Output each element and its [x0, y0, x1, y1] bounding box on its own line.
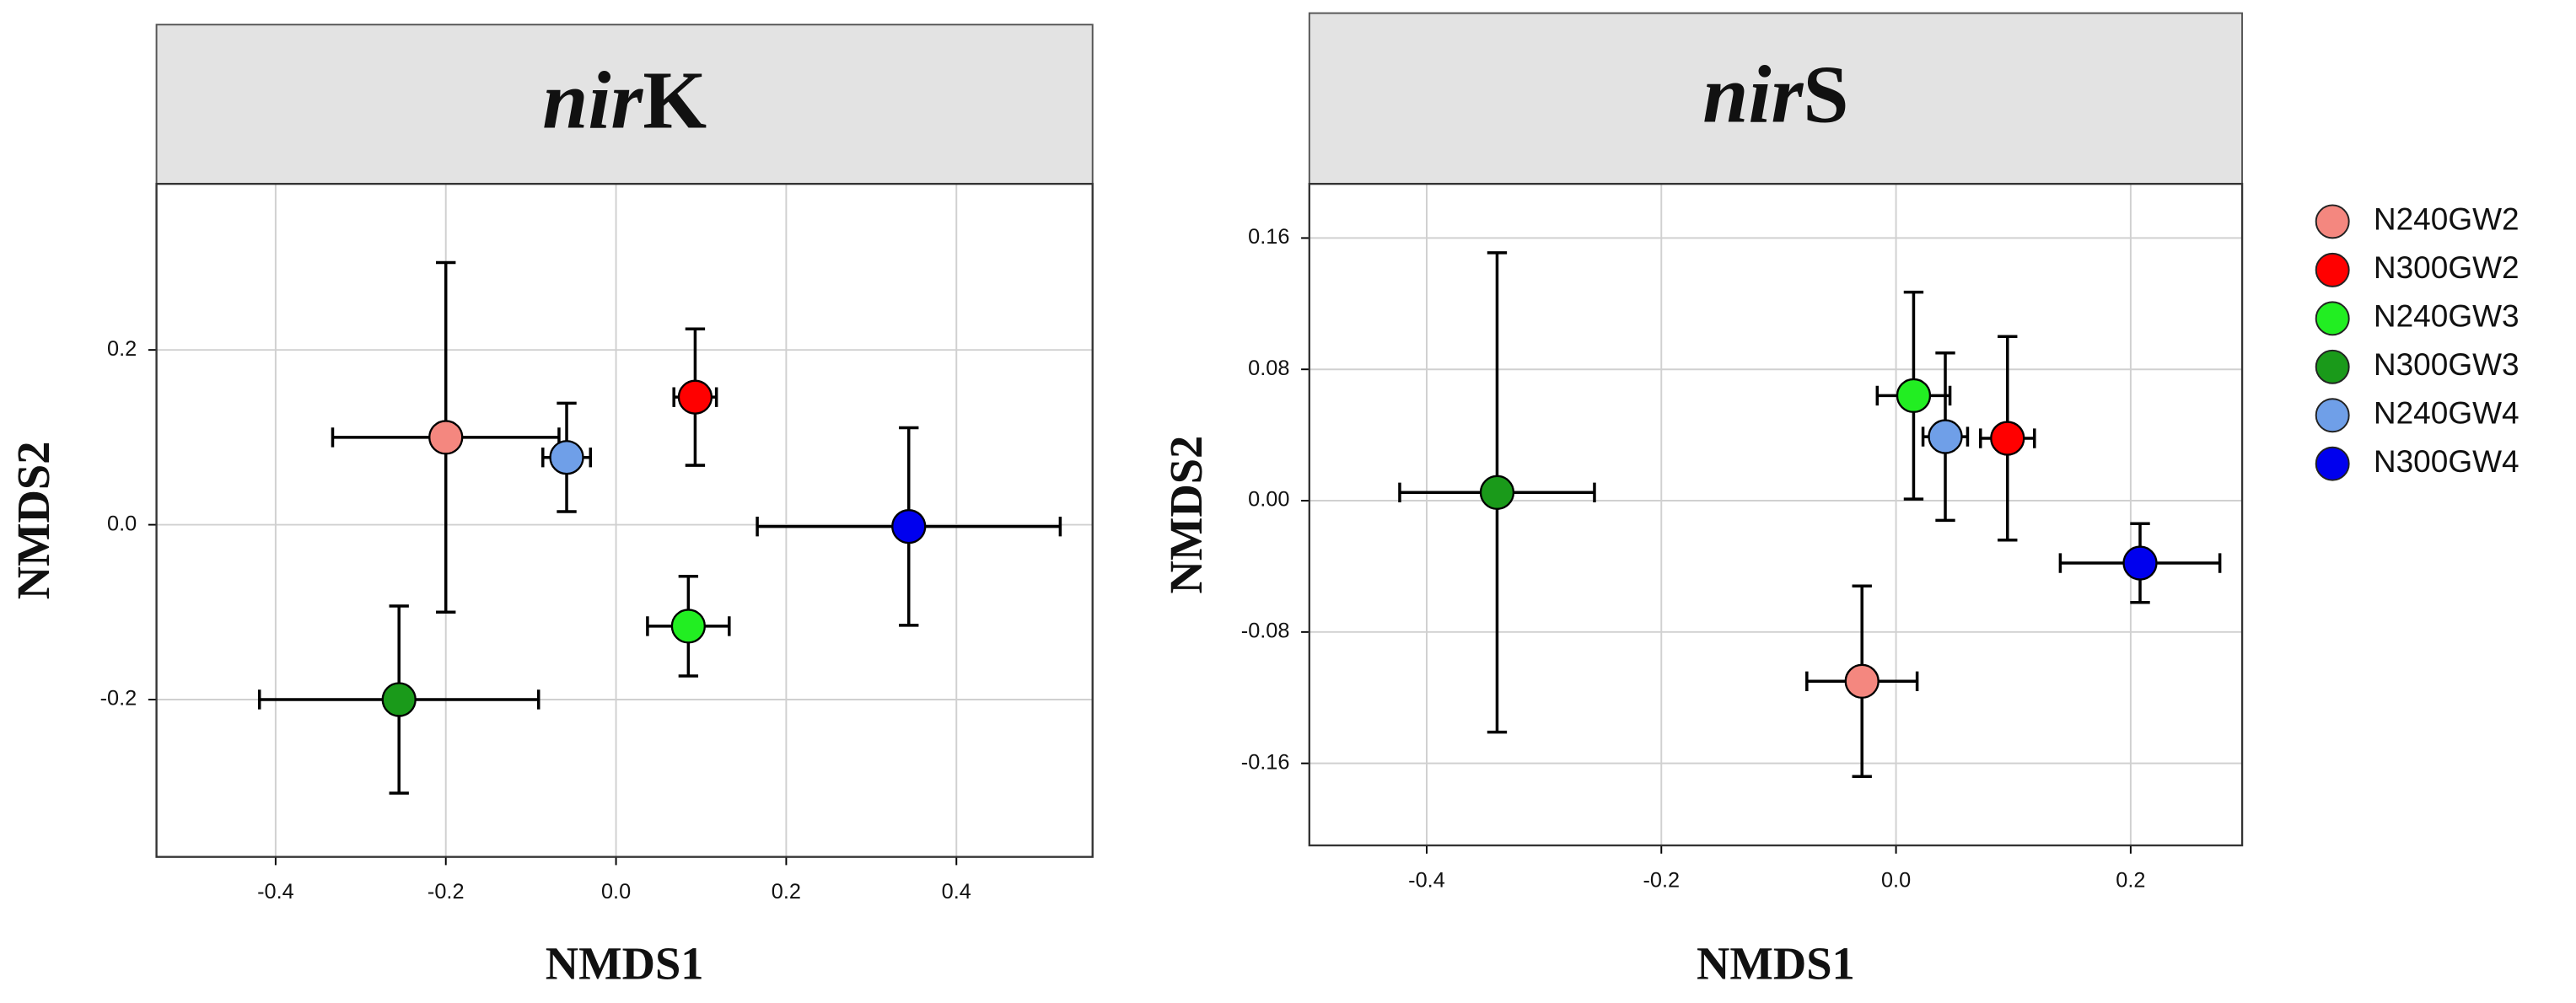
x-axis-label: NMDS1 — [546, 938, 704, 990]
chart-title: nirK — [542, 56, 707, 147]
point — [428, 420, 464, 455]
plot-frame — [1308, 182, 2244, 847]
point — [381, 682, 417, 717]
y-axis-label: NMDS2 — [1160, 436, 1212, 594]
legend-swatch — [2315, 398, 2350, 433]
y-tick-label: -0.2 — [100, 687, 137, 711]
legend-swatch — [2315, 204, 2350, 239]
point — [1479, 475, 1515, 510]
error-bars — [331, 260, 561, 614]
chart-title: nirS — [1702, 50, 1848, 141]
legend-label: N300GW2 — [2374, 250, 2520, 285]
y-tick-label: 0.2 — [107, 337, 137, 361]
x-tick-label: 0.0 — [1881, 869, 1911, 893]
y-axis-label: NMDS2 — [8, 442, 59, 600]
y-tick-label: 0.16 — [1248, 225, 1289, 249]
x-axis-label: NMDS1 — [1697, 938, 1855, 990]
legend-label: N300GW4 — [2374, 444, 2520, 479]
point — [891, 509, 927, 544]
x-tick-label: -0.2 — [428, 880, 465, 904]
legend-label: N300GW3 — [2374, 347, 2520, 382]
y-tick-label: 0.0 — [107, 512, 137, 535]
title-box — [1308, 12, 2244, 185]
x-tick-label: -0.4 — [257, 880, 294, 904]
legend-swatch — [2315, 252, 2350, 287]
y-tick-label: -0.16 — [1241, 750, 1290, 774]
y-tick-label: 0.00 — [1248, 488, 1289, 512]
point — [1990, 421, 2025, 456]
legend-label: N240GW3 — [2374, 299, 2520, 334]
point — [670, 609, 706, 644]
legend-swatch — [2315, 349, 2350, 384]
x-tick-label: 0.4 — [942, 880, 971, 904]
y-tick-label: -0.08 — [1241, 620, 1290, 643]
point — [549, 440, 584, 475]
plot-area — [156, 184, 1093, 857]
title-box — [155, 24, 1094, 185]
error-bars — [1875, 290, 1952, 501]
legend-swatch — [2315, 301, 2350, 336]
x-tick-label: -0.4 — [1408, 869, 1445, 893]
point — [1928, 419, 1963, 454]
plot-area — [1309, 184, 2243, 846]
point — [1896, 378, 1932, 414]
y-tick-label: 0.08 — [1248, 357, 1289, 380]
point — [1844, 663, 1880, 699]
x-tick-label: 0.2 — [772, 880, 801, 904]
point — [677, 379, 713, 415]
point — [2122, 545, 2158, 581]
legend-label: N240GW4 — [2374, 396, 2520, 431]
x-tick-label: 0.2 — [2116, 869, 2145, 893]
plot-frame — [155, 182, 1094, 858]
error-bars — [1979, 335, 2036, 542]
x-tick-label: -0.2 — [1643, 869, 1680, 893]
legend-swatch — [2315, 446, 2350, 481]
x-tick-label: 0.0 — [601, 880, 631, 904]
legend-label: N240GW2 — [2374, 202, 2520, 237]
